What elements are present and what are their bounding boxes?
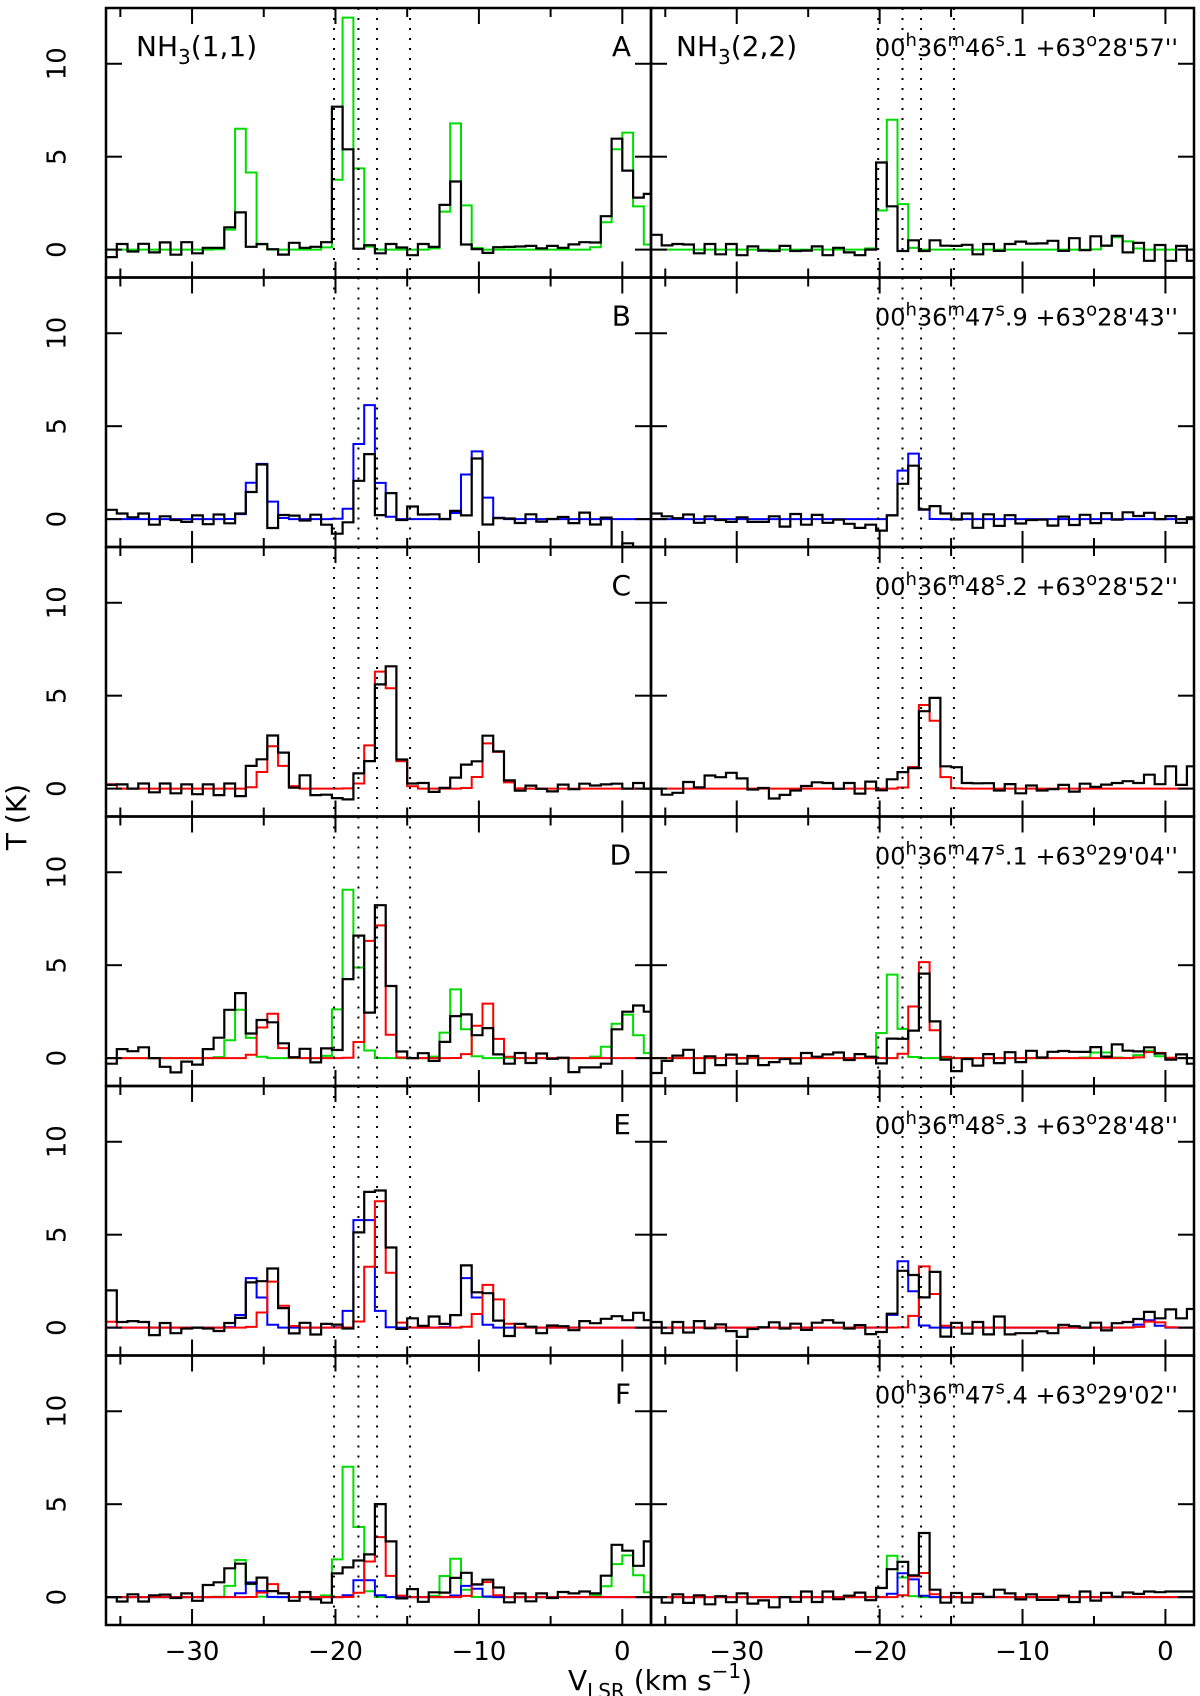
x-axis-title: VLSR (km s−1) bbox=[568, 1659, 752, 1696]
observed-spectrum bbox=[106, 1189, 651, 1338]
y-tick-label: 5 bbox=[43, 148, 73, 165]
fit-green-spectrum bbox=[106, 888, 651, 1060]
position-coordinates: 00h36m47s.9 +63o28'43'' bbox=[875, 300, 1178, 332]
fit-blue-spectrum bbox=[651, 1260, 1194, 1329]
panel-e-nh3-11 bbox=[104, 1084, 653, 1357]
fit-blue-spectrum bbox=[106, 1579, 651, 1599]
fit-green-spectrum bbox=[106, 1465, 651, 1599]
x-tick-label: 0 bbox=[614, 1637, 631, 1667]
panel-frame bbox=[649, 1354, 1196, 1627]
fit-green-spectrum bbox=[651, 1554, 1194, 1599]
panel-row-c: 0 5 10 C 00h36m48s.2 +63o28'52'' bbox=[43, 545, 1196, 818]
observed-spectrum bbox=[106, 105, 651, 259]
panel-letter: D bbox=[609, 839, 631, 872]
y-tick-label: 0 bbox=[43, 511, 73, 528]
fit-red-spectrum bbox=[106, 1200, 651, 1329]
observed-spectrum bbox=[651, 1531, 1194, 1609]
transition-label-nh3-22: NH3(2,2) bbox=[676, 30, 797, 69]
y-tick-label: 10 bbox=[43, 317, 73, 350]
panel-frame bbox=[104, 1354, 653, 1627]
panel-frame bbox=[104, 1084, 653, 1357]
panel-d-nh3-11 bbox=[104, 815, 653, 1088]
panel-letter: B bbox=[612, 300, 631, 333]
y-tick-label: 0 bbox=[43, 1050, 73, 1067]
panel-frame bbox=[104, 276, 653, 549]
y-tick-label: 5 bbox=[43, 687, 73, 704]
position-coordinates: 00h36m47s.1 +63o29'04'' bbox=[875, 839, 1178, 871]
panel-frame bbox=[104, 545, 653, 818]
observed-spectrum bbox=[651, 696, 1194, 800]
panel-letter: F bbox=[615, 1378, 631, 1411]
panel-b-nh3-11 bbox=[104, 276, 653, 549]
panel-letter: C bbox=[611, 569, 631, 602]
x-tick-label: −30 bbox=[165, 1637, 220, 1667]
y-tick-label: 10 bbox=[43, 47, 73, 80]
y-tick-label: 10 bbox=[43, 1395, 73, 1428]
y-axis-title: T (K) bbox=[0, 784, 33, 851]
panel-row-d: 0 5 10 D 00h36m47s.1 +63o29'04'' bbox=[43, 815, 1196, 1088]
panel-f-nh3-11 bbox=[104, 1354, 653, 1627]
observed-spectrum bbox=[651, 1269, 1194, 1338]
observed-spectrum bbox=[651, 161, 1194, 262]
x-tick-label: −20 bbox=[308, 1637, 363, 1667]
fit-blue-spectrum bbox=[106, 1219, 651, 1329]
y-tick-label: 5 bbox=[43, 1226, 73, 1243]
observed-spectrum bbox=[651, 972, 1194, 1075]
fit-red-spectrum bbox=[651, 704, 1194, 790]
panel-letter: A bbox=[612, 30, 631, 63]
x-tick-label: −10 bbox=[995, 1637, 1050, 1667]
y-tick-label: 10 bbox=[43, 586, 73, 619]
panel-c-nh3-11 bbox=[104, 545, 653, 818]
x-tick-label: 0 bbox=[1157, 1637, 1174, 1667]
fit-green-spectrum bbox=[651, 118, 1194, 251]
observed-spectrum bbox=[106, 1503, 651, 1604]
fit-blue-spectrum bbox=[106, 404, 651, 521]
y-tick-label: 0 bbox=[43, 241, 73, 258]
transition-label-nh3-11: NH3(1,1) bbox=[136, 30, 257, 69]
panel-row-e: 0 5 10 E 00h36m48s.3 +63o28'48'' bbox=[43, 1084, 1196, 1357]
y-tick-label: 10 bbox=[43, 1125, 73, 1158]
x-tick-label: −20 bbox=[852, 1637, 907, 1667]
y-tick-label: 10 bbox=[43, 856, 73, 889]
y-tick-label: 0 bbox=[43, 1319, 73, 1336]
y-tick-label: 0 bbox=[43, 1589, 73, 1606]
observed-spectrum bbox=[106, 904, 651, 1074]
fit-red-spectrum bbox=[106, 1536, 651, 1599]
position-coordinates: 00h36m48s.3 +63o28'48'' bbox=[875, 1108, 1178, 1140]
panel-letter: E bbox=[613, 1108, 631, 1141]
position-coordinates: 00h36m47s.4 +63o29'02'' bbox=[875, 1378, 1178, 1410]
fit-red-spectrum bbox=[106, 924, 651, 1060]
y-tick-label: 5 bbox=[43, 1496, 73, 1513]
position-coordinates: 00h36m48s.2 +63o28'52'' bbox=[875, 569, 1178, 601]
x-tick-label: −10 bbox=[451, 1637, 506, 1667]
fit-red-spectrum bbox=[106, 670, 651, 790]
observed-spectrum bbox=[106, 453, 651, 549]
x-tick-label: −30 bbox=[709, 1637, 764, 1667]
observed-spectrum bbox=[106, 665, 651, 801]
panel-frame bbox=[104, 815, 653, 1088]
y-tick-label: 5 bbox=[43, 418, 73, 435]
panel-f-nh3-22 bbox=[649, 1354, 1196, 1627]
observed-spectrum bbox=[651, 464, 1194, 532]
panel-row-b: 0 5 10 B 00h36m47s.9 +63o28'43'' bbox=[43, 276, 1196, 549]
position-coordinates: 00h36m46s.1 +63o28'57'' bbox=[875, 30, 1178, 62]
y-tick-label: 5 bbox=[43, 957, 73, 974]
panel-row-f: 0 5 10 F 00h36m47s.4 +63o29'02'' bbox=[43, 1354, 1196, 1627]
y-tick-label: 0 bbox=[43, 780, 73, 797]
